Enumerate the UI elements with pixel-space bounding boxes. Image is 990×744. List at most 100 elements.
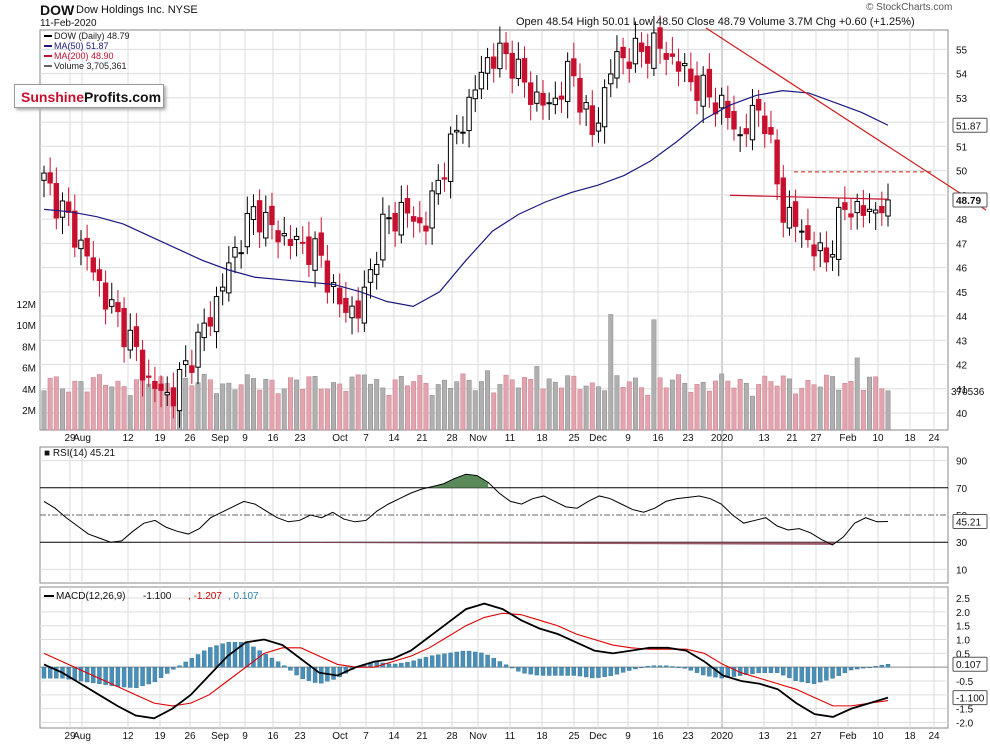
volume-bar bbox=[786, 378, 792, 431]
macd-histogram-bar bbox=[115, 666, 121, 687]
candle bbox=[546, 92, 552, 120]
macd-histogram-bar bbox=[152, 666, 158, 683]
candle bbox=[521, 46, 528, 98]
candle-body bbox=[343, 297, 349, 313]
x-tick-label: Sep bbox=[211, 433, 229, 444]
macd-histogram-bar bbox=[645, 665, 650, 668]
candle bbox=[823, 231, 830, 272]
candle bbox=[441, 162, 448, 192]
macd-histogram-bar bbox=[700, 666, 706, 676]
macd-histogram-bar bbox=[201, 650, 207, 668]
candle-body bbox=[645, 46, 651, 64]
candle-body bbox=[805, 225, 811, 241]
candle-body bbox=[460, 131, 466, 134]
price-tick-label: 40 bbox=[956, 409, 968, 420]
x-tick-label: 19 bbox=[154, 731, 166, 742]
candle bbox=[792, 189, 799, 243]
candle bbox=[392, 201, 398, 247]
price-tick-label: 48 bbox=[956, 215, 968, 226]
macd-histogram-bar bbox=[756, 666, 761, 674]
volume-bar bbox=[368, 383, 373, 431]
candle-body bbox=[72, 210, 78, 248]
volume-bar bbox=[552, 381, 558, 431]
x-tick-label: 25 bbox=[568, 433, 580, 444]
volume-bar bbox=[214, 393, 219, 431]
macd-histogram-bar bbox=[448, 652, 453, 668]
volume-bar bbox=[312, 376, 318, 431]
legend-label: Volume 3,705,361 bbox=[54, 61, 127, 71]
candle bbox=[755, 89, 762, 127]
macd-histogram-bar bbox=[78, 666, 84, 682]
x-tick-label: 28 bbox=[446, 433, 458, 444]
candle bbox=[429, 182, 435, 245]
candle bbox=[484, 47, 491, 90]
rsi-tick-label: 30 bbox=[956, 538, 968, 549]
macd-histogram-bar bbox=[553, 666, 558, 676]
candle-body bbox=[47, 172, 53, 184]
candle bbox=[589, 90, 595, 147]
candle-body bbox=[774, 139, 780, 185]
macd-histogram-bar bbox=[97, 666, 102, 685]
candle-body bbox=[848, 213, 854, 218]
candle-body bbox=[213, 296, 220, 333]
candle-body bbox=[484, 57, 491, 74]
candle-body bbox=[423, 225, 429, 232]
volume-bar bbox=[47, 377, 53, 431]
quote-date: 11-Feb-2020 bbox=[40, 18, 97, 29]
volume-bar bbox=[189, 385, 195, 431]
candle-body bbox=[540, 92, 546, 106]
candle bbox=[300, 226, 306, 255]
quote-stats: Open 48.54 High 50.01 Low 48.50 Close 48… bbox=[516, 16, 915, 28]
candle bbox=[127, 313, 133, 359]
candle-body bbox=[256, 200, 263, 233]
candle-body bbox=[780, 177, 786, 223]
candle bbox=[663, 41, 669, 76]
x-tick-label: Nov bbox=[469, 433, 487, 444]
candle-body bbox=[207, 317, 214, 327]
logo-part1: Sunshine bbox=[21, 89, 85, 105]
volume-bar bbox=[842, 383, 848, 431]
macd-histogram-bar bbox=[109, 666, 114, 686]
macd-histogram-bar bbox=[873, 666, 878, 668]
candle bbox=[737, 126, 743, 152]
volume-bar bbox=[53, 376, 59, 431]
candle bbox=[349, 296, 355, 335]
candle-body bbox=[706, 68, 713, 98]
x-tick-label: 26 bbox=[184, 731, 196, 742]
candle-body bbox=[447, 133, 454, 182]
volume-bar bbox=[817, 386, 823, 431]
candle-body bbox=[189, 365, 195, 373]
macd-histogram-bar bbox=[312, 666, 318, 683]
candle-body bbox=[244, 213, 250, 248]
volume-bar bbox=[497, 384, 503, 431]
candle-body bbox=[731, 110, 737, 130]
macd-histogram-bar bbox=[590, 666, 595, 679]
candle-body bbox=[404, 198, 411, 214]
volume-bar bbox=[719, 373, 725, 431]
volume-bar bbox=[503, 374, 509, 431]
volume-bar bbox=[133, 379, 139, 431]
candle-body bbox=[410, 216, 417, 222]
candle bbox=[361, 270, 368, 332]
candle bbox=[367, 258, 374, 299]
macd-value-tag: -1.100 bbox=[952, 690, 988, 706]
candle bbox=[182, 345, 189, 377]
macd-histogram-bar bbox=[774, 666, 780, 673]
candle bbox=[133, 313, 140, 362]
x-tick-label: Sep bbox=[211, 731, 229, 742]
candle-body bbox=[355, 300, 361, 319]
macd-histogram-bar bbox=[781, 666, 786, 676]
candle-body bbox=[441, 177, 448, 180]
candle-body bbox=[595, 122, 602, 132]
macd-histogram-bar bbox=[639, 666, 644, 668]
volume-bar bbox=[737, 379, 743, 431]
ma50-value-tag: 51.87 bbox=[952, 117, 988, 133]
x-tick-label: 29 bbox=[64, 433, 76, 444]
candle-body bbox=[589, 105, 595, 136]
candle bbox=[534, 75, 540, 112]
macd-histogram-bar bbox=[171, 666, 176, 670]
candle bbox=[595, 107, 602, 143]
price-tick-label: 42 bbox=[956, 361, 968, 372]
macd-legend: MACD(12,26,9) -1.100 , -1.207 , 0.107 bbox=[44, 591, 259, 602]
x-tick-label: 9 bbox=[242, 433, 248, 444]
